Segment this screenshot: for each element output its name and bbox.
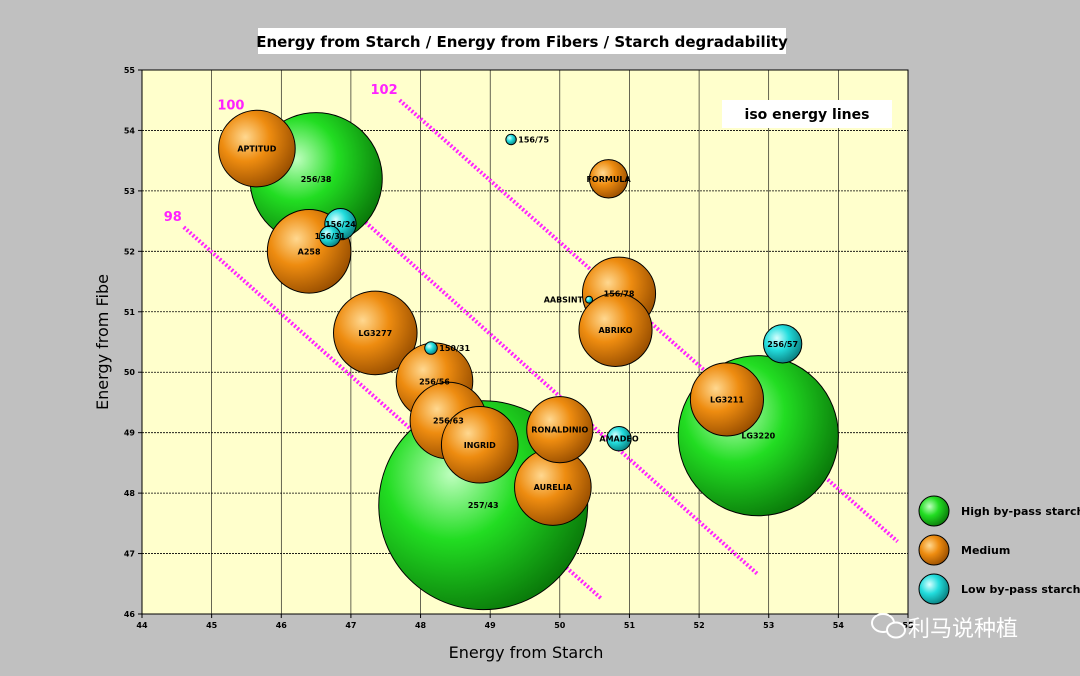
bubble-label: AURELIA [534, 483, 573, 492]
x-tick-label: 51 [624, 621, 636, 630]
bubble-amadeo [606, 426, 632, 452]
y-tick-label: 51 [124, 308, 136, 317]
iso-line-98 [182, 225, 603, 601]
x-tick-label: 49 [485, 621, 497, 630]
bubble-label: RONALDINIO [531, 426, 588, 435]
bubble-label: 256/63 [433, 417, 464, 426]
bubble-abriko [578, 292, 653, 367]
bubble-label: 156/24 [325, 220, 356, 229]
bubble-label: 256/38 [301, 175, 332, 184]
bubble-label: AABSINT [544, 296, 584, 305]
legend-label: High by-pass starch [961, 505, 1080, 518]
title-box [258, 28, 786, 54]
iso-line-label: 100 [217, 98, 244, 113]
y-tick-label: 47 [124, 550, 135, 559]
bubble-label: A258 [298, 247, 321, 256]
bubble-label: 256/56 [419, 377, 450, 386]
bubble-labels: 256/38 257/43 LG3220 APTITUD A258 LG3277 256/5… [237, 136, 798, 511]
legend-swatch [918, 573, 950, 605]
bubble-label: 156/78 [604, 290, 635, 299]
iso-line-label: 102 [371, 83, 398, 98]
bubble-label: 256/57 [767, 340, 798, 349]
bubble-lg3277 [333, 290, 418, 376]
bubble-ingrid [440, 405, 519, 484]
y-tick-label: 53 [124, 187, 135, 196]
y-tick-label: 50 [124, 368, 136, 377]
iso-line-100 [245, 113, 760, 577]
watermark-text: 利马说种植 [908, 617, 1018, 642]
iso-energy-box [722, 100, 892, 128]
bubble-label: 257/43 [468, 501, 499, 510]
bubble-lg3211 [689, 362, 765, 437]
chart-title: Energy from Starch / Energy from Fibers … [256, 33, 788, 51]
bubble-label: FORMULA [586, 175, 631, 184]
bubble-label: INGRID [464, 441, 496, 450]
iso-energy-label: iso energy lines [745, 107, 870, 123]
legend-swatch [918, 534, 950, 566]
chat-bubbles-icon [871, 613, 906, 639]
x-axis-label: Energy from Starch [449, 643, 604, 662]
bubble-ronaldinio [526, 396, 594, 464]
y-tick-label: 49 [124, 429, 136, 438]
legend-swatch [918, 495, 950, 527]
bubble-formula [588, 159, 629, 199]
x-tick-label: 46 [276, 621, 288, 630]
x-tick-label: 44 [136, 621, 148, 630]
legend-label: Medium [961, 544, 1010, 557]
x-tick-label: 53 [763, 621, 774, 630]
iso-line-label: 98 [164, 210, 182, 225]
x-tick-label: 45 [206, 621, 218, 630]
x-tick-label: 50 [554, 621, 566, 630]
legend-label: Low by-pass starch [961, 583, 1080, 596]
x-tick-label: 55 [902, 621, 914, 630]
bubble-label: AMADEO [599, 435, 638, 444]
y-tick-label: 54 [124, 126, 136, 135]
x-tick-label: 48 [415, 621, 427, 630]
bubble-156-31 [319, 225, 341, 248]
bubble-label: 156/31 [315, 232, 346, 241]
bubble-label: LG3220 [741, 432, 775, 441]
y-tick-label: 55 [124, 66, 136, 75]
x-tick-label: 52 [694, 621, 705, 630]
bubble-label: APTITUD [237, 145, 276, 154]
bubble-label: LG3211 [710, 395, 744, 404]
legend: High by-pass starch Medium Low by-pass sta… [918, 495, 1080, 605]
bubble-label: 156/75 [518, 136, 549, 145]
bubble-150-31 [424, 341, 438, 355]
bubble-label: ABRIKO [598, 326, 632, 335]
y-tick-label: 46 [124, 610, 136, 619]
y-axis-label: Energy from Fibe [93, 274, 112, 410]
y-tick-label: 48 [124, 489, 136, 498]
bubble-256-57 [763, 324, 803, 364]
watermark: 利马说种植 [871, 613, 1018, 642]
bubbles [218, 109, 839, 611]
bubble-156-75 [505, 133, 517, 146]
y-tick-label: 52 [124, 247, 135, 256]
axis-ticks: 44 45 46 47 48 49 50 51 52 53 54 55 46 47 48 49 50 51 52 53… [124, 66, 914, 630]
bubble-aabsint [585, 295, 594, 304]
bubble-label: LG3277 [358, 329, 392, 338]
x-tick-label: 54 [833, 621, 845, 630]
x-tick-label: 47 [345, 621, 356, 630]
bubble-aptitud [218, 109, 296, 188]
bubble-label: 150/31 [439, 344, 470, 353]
